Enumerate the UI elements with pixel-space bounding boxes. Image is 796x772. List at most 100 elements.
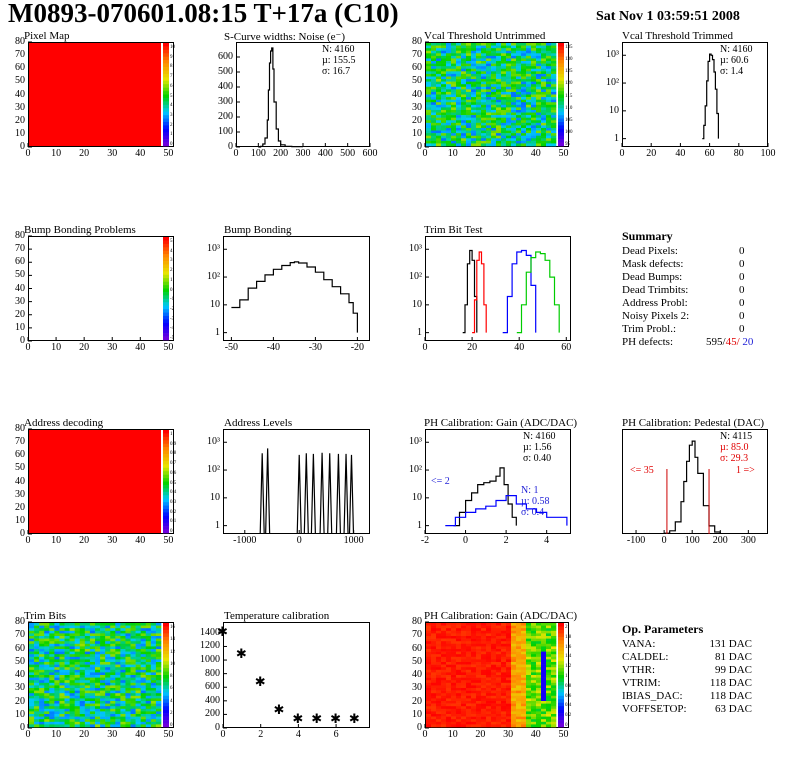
heatmap-cell-trim_bits [74, 664, 81, 668]
heatmap-cell-ph_gain_map [476, 625, 482, 629]
heatmap-cell-vcal_untrimmed [451, 122, 457, 126]
heatmap-cell-trim_bits [54, 625, 60, 629]
heatmap-cell-ph_gain_map [531, 675, 537, 678]
heatmap-cell-trim_bits [29, 656, 35, 660]
heatmap-cell-vcal_untrimmed [466, 125, 472, 129]
heatmap-cell-ph_gain_map [436, 698, 442, 702]
heatmap-cell-trim_bits [44, 693, 50, 697]
heatmap-cell-vcal_untrimmed [511, 53, 517, 57]
heatmap-cell-trim_bits [69, 724, 75, 728]
heatmap-cell-ph_gain_map [471, 716, 477, 720]
heatmap-cell-vcal_untrimmed [501, 55, 507, 59]
heatmap-cell-trim_bits [59, 623, 65, 626]
colorbar-vcal_untrimmed [558, 46, 564, 51]
y-tick-label-vcal_untrimmed: 40 [412, 88, 422, 100]
heatmap-cell-trim_bits [105, 677, 111, 681]
heatmap-cell-vcal_untrimmed [426, 61, 432, 64]
heatmap-cell-ph_gain_map [451, 667, 457, 671]
heatmap-cell-vcal_untrimmed [541, 130, 547, 134]
heatmap-cell-ph_gain_map [481, 698, 487, 702]
heatmap-cell-trim_bits [34, 667, 40, 671]
heatmap-cell-trim_bits [54, 682, 60, 686]
heatmap-cell-trim_bits [84, 685, 91, 689]
heatmap-cell-trim_bits [64, 649, 70, 652]
colorbar-vcal_untrimmed [558, 139, 564, 143]
heatmap-cell-vcal_untrimmed [536, 104, 542, 108]
op-param-label: CALDEL: [622, 651, 669, 663]
heatmap-cell-vcal_untrimmed [491, 133, 497, 136]
heatmap-cell-trim_bits [135, 651, 141, 655]
heatmap-cell-ph_gain_map [531, 693, 537, 697]
heatmap-cell-vcal_untrimmed [531, 50, 537, 54]
heatmap-cell-trim_bits [74, 654, 81, 658]
heatmap-cell-ph_gain_map [501, 714, 507, 717]
peak-address_levels [296, 454, 302, 535]
heatmap-cell-ph_gain_map [451, 680, 457, 684]
heatmap-cell-ph_gain_map [436, 625, 442, 629]
y-tick-label-vcal_untrimmed: 60 [412, 62, 422, 74]
heatmap-cell-ph_gain_map [486, 628, 492, 632]
heatmap-cell-vcal_untrimmed [461, 71, 467, 75]
heatmap-fill-pixel_map [29, 43, 161, 146]
heatmap-cell-ph_gain_map [541, 675, 547, 678]
heatmap-cell-trim_bits [39, 646, 45, 650]
heatmap-cell-trim_bits [64, 659, 70, 663]
heatmap-cell-trim_bits [54, 716, 60, 720]
heatmap-cell-ph_gain_map [481, 633, 487, 637]
heatmap-cell-ph_gain_map [551, 656, 557, 660]
heatmap-cell-vcal_untrimmed [431, 135, 437, 139]
heatmap-cell-vcal_untrimmed [461, 135, 467, 139]
heatmap-cell-vcal_untrimmed [456, 45, 462, 49]
heatmap-cell-ph_gain_map [486, 649, 492, 652]
heatmap-cell-ph_gain_map [491, 698, 497, 702]
colorbar-vcal_untrimmed [558, 121, 564, 126]
heatmap-cell-vcal_untrimmed [526, 71, 532, 75]
heatmap-cell-vcal_untrimmed [521, 55, 527, 59]
heatmap-cell-trim_bits [49, 659, 55, 663]
heatmap-cell-ph_gain_map [506, 625, 512, 629]
heatmap-cell-ph_gain_map [436, 716, 442, 720]
heatmap-cell-trim_bits [79, 643, 86, 647]
heatmap-cell-vcal_untrimmed [486, 107, 492, 111]
heatmap-cell-vcal_untrimmed [496, 71, 502, 75]
heatmap-cell-trim_bits [140, 641, 147, 645]
heatmap-cell-ph_gain_map [506, 708, 512, 712]
y-tick-label-temp_calib: 400 [205, 694, 220, 706]
heatmap-cell-ph_gain_map [491, 706, 497, 710]
heatmap-cell-ph_gain_map [516, 680, 522, 684]
heatmap-cell-trim_bits [150, 654, 157, 658]
heatmap-cell-vcal_untrimmed [456, 94, 462, 98]
heatmap-cell-trim_bits [89, 662, 96, 665]
heatmap-cell-trim_bits [100, 636, 106, 639]
summary-title: Summary [622, 229, 673, 243]
heatmap-cell-ph_gain_map [531, 701, 537, 704]
colorbar-trim_bits [163, 695, 169, 700]
heatmap-cell-trim_bits [74, 685, 81, 689]
heatmap-cell-ph_gain_map [521, 656, 527, 660]
colorbar-trim_bits [163, 661, 169, 665]
series-line-trim_bit_test-black [462, 249, 478, 334]
heatmap-cell-ph_gain_map [511, 654, 517, 658]
colorbar-address_decoding [163, 498, 169, 503]
colorbar-vcal_untrimmed [558, 142, 564, 147]
heatmap-cell-vcal_untrimmed [506, 61, 512, 64]
heatmap-cell-vcal_untrimmed [536, 91, 542, 95]
colorbar-bump_problems [163, 237, 169, 241]
heatmap-cell-trim_bits [29, 667, 35, 671]
heatmap-cell-vcal_untrimmed [436, 58, 442, 62]
colorbar-pixel_map [163, 111, 169, 116]
panel-title-trim_bit_test: Trim Bit Test [424, 224, 483, 236]
heatmap-cell-vcal_untrimmed [461, 125, 467, 129]
heatmap-cell-ph_gain_map [501, 625, 507, 629]
heatmap-cell-trim_bits [155, 675, 162, 678]
heatmap-cell-vcal_untrimmed [526, 125, 532, 129]
heatmap-cell-ph_gain_map [451, 703, 457, 707]
heatmap-cell-vcal_untrimmed [496, 99, 502, 103]
heatmap-cell-vcal_untrimmed [511, 102, 517, 106]
colorbar-vcal_untrimmed [558, 108, 564, 112]
heatmap-cell-trim_bits [100, 638, 106, 642]
heatmap-cell-ph_gain_map [456, 693, 462, 697]
y-tick-label-ph_gain_map: 60 [412, 642, 422, 654]
heatmap-cell-trim_bits [95, 675, 101, 678]
heatmap-cell-trim_bits [84, 630, 91, 634]
